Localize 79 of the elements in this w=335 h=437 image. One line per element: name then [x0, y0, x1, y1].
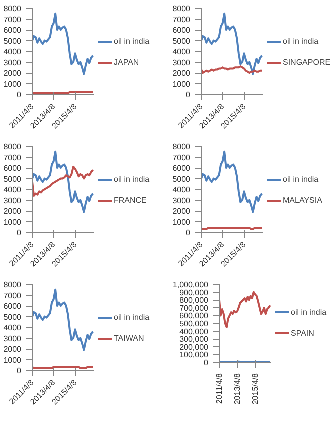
y-tick-label: 5000	[4, 312, 22, 322]
y-tick-label: 1000	[172, 80, 192, 89]
y-tick-label: 400,000	[180, 327, 210, 336]
line-series	[32, 12, 94, 76]
legend-label: FRANCE	[114, 196, 147, 205]
y-tick-label: 800,000	[180, 296, 210, 306]
y-tick-label: 4000	[4, 186, 22, 194]
y-tick-label: 2000	[4, 207, 22, 216]
legend-label: oil in india	[114, 175, 150, 184]
y-tick-label: 8000	[172, 4, 192, 14]
y-tick-label: 4000	[4, 48, 22, 56]
y-tick-label: 1000	[4, 80, 22, 89]
line-series	[220, 291, 272, 328]
y-tick-label: 0	[186, 228, 192, 238]
y-tick-label: 5000	[172, 36, 192, 46]
y-tick-label: 6000	[172, 164, 192, 173]
y-tick-label: 3000	[172, 196, 192, 206]
legend-label: oil in india	[283, 175, 319, 184]
y-tick-label: 8000	[172, 142, 192, 152]
line-series	[32, 150, 94, 214]
y-tick-label: 7000	[4, 153, 22, 162]
y-tick-label: 7000	[172, 153, 192, 162]
legend-label: JAPAN	[114, 58, 140, 67]
y-tick-label: 3000	[172, 58, 192, 68]
y-tick-label: 3000	[4, 196, 22, 206]
y-tick-label: 4000	[172, 48, 192, 56]
legend-label: oil in india	[291, 308, 327, 316]
legend-label: SINGAPORE	[283, 58, 331, 67]
y-tick-label: 1,000,000	[172, 280, 210, 290]
line-series	[202, 150, 264, 214]
y-tick-label: 2000	[4, 69, 22, 78]
y-tick-label: 300,000	[180, 335, 210, 344]
y-tick-label: 2000	[172, 69, 192, 78]
y-tick-label: 0	[17, 366, 22, 376]
legend-label: SPAIN	[291, 328, 314, 338]
y-tick-label: 5000	[4, 36, 22, 46]
y-tick-label: 0	[204, 358, 210, 368]
y-tick-label: 3000	[4, 334, 22, 344]
legend-label: TAIWAN	[114, 334, 144, 343]
y-tick-label: 700,000	[180, 304, 210, 313]
line-series	[202, 66, 264, 74]
y-tick-label: 8000	[4, 4, 22, 14]
y-tick-label: 3000	[4, 58, 22, 68]
y-tick-label: 7000	[172, 15, 192, 24]
y-tick-label: 5000	[172, 174, 192, 184]
legend-label: oil in india	[114, 313, 150, 322]
y-tick-label: 6000	[4, 26, 22, 35]
y-tick-label: 4000	[4, 324, 22, 332]
y-tick-label: 0	[17, 228, 22, 238]
legend-label: oil in india	[283, 37, 319, 46]
y-tick-label: 6000	[4, 302, 22, 311]
y-tick-label: 500,000	[180, 320, 210, 328]
y-tick-label: 5000	[4, 174, 22, 184]
y-tick-label: 6000	[4, 164, 22, 173]
y-tick-label: 7000	[4, 15, 22, 24]
y-tick-label: 0	[186, 90, 192, 100]
y-tick-label: 900,000	[180, 288, 210, 298]
y-tick-label: 1000	[4, 218, 22, 227]
y-tick-label: 0	[17, 90, 22, 100]
y-tick-label: 2000	[172, 207, 192, 216]
y-tick-label: 1000	[4, 356, 22, 365]
y-tick-label: 7000	[4, 291, 22, 300]
y-tick-label: 8000	[4, 142, 22, 152]
x-tick-label: 2015/4/8	[251, 372, 260, 405]
legend-label: MALAYSIA	[283, 196, 322, 205]
y-tick-label: 1000	[172, 218, 192, 227]
y-tick-label: 8000	[4, 280, 22, 290]
y-tick-label: 4000	[172, 186, 192, 194]
y-tick-label: 6000	[172, 26, 192, 35]
y-tick-label: 200,000	[180, 342, 210, 352]
line-series	[202, 12, 264, 76]
y-tick-label: 100,000	[180, 350, 210, 360]
legend-label: oil in india	[114, 37, 150, 46]
y-tick-label: 2000	[4, 345, 22, 354]
x-tick-label: 2011/4/8	[215, 372, 224, 404]
x-tick-label: 2013/4/8	[233, 372, 242, 405]
line-series	[32, 166, 94, 197]
y-tick-label: 600,000	[180, 312, 210, 321]
line-series	[32, 288, 94, 352]
